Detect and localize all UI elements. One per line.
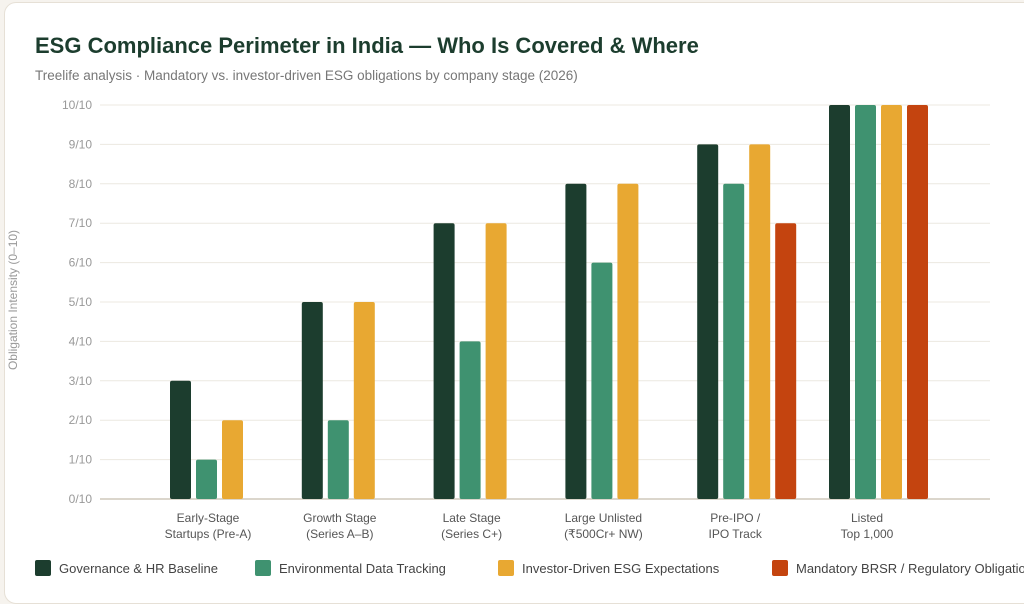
bar [907,105,928,499]
bar [433,223,455,499]
legend-swatch [255,560,271,576]
x-tick-label: Startups (Pre-A) [165,527,252,541]
chart-title: ESG Compliance Perimeter in India — Who … [35,33,699,58]
x-tick-label: IPO Track [709,527,763,541]
x-tick-label: Growth Stage [303,511,377,525]
x-tick-label: (Series C+) [441,527,502,541]
bar [775,223,797,499]
chart-subtitle: Treelife analysis · Mandatory vs. invest… [35,68,578,83]
legend: Governance & HR Baseline Environmental Da… [0,560,1024,580]
x-tick-label: Listed [851,511,883,525]
bar [749,144,771,499]
y-tick-label: 7/10 [69,216,93,230]
y-tick-label: 9/10 [69,137,93,151]
x-tick-label: (Series A–B) [306,527,373,541]
legend-item[interactable]: Governance & HR Baseline [35,560,218,576]
bar [617,183,639,500]
legend-swatch [772,560,788,576]
x-tick-label: Pre-IPO / [710,511,761,525]
legend-label: Investor-Driven ESG Expectations [522,560,720,576]
y-tick-label: 10/10 [62,98,92,112]
y-tick-label: 3/10 [69,374,93,388]
bar [697,144,719,499]
x-tick-label: Late Stage [443,511,501,525]
bar [855,105,876,499]
bar [829,105,850,499]
bar-chart: 0/10 1/10 2/10 3/10 4/10 5/10 6/10 7/10 8/10 9/10… [62,98,990,541]
bar [485,223,507,499]
y-tick-label: 4/10 [69,334,93,348]
y-tick-label: 2/10 [69,413,93,427]
bar [723,183,745,500]
bar [222,420,243,499]
x-tick-label: Early-Stage [177,511,240,525]
x-tick-label: Top 1,000 [841,527,894,541]
legend-swatch [498,560,514,576]
x-tick-label: (₹500Cr+ NW) [564,527,643,541]
legend-swatch [35,560,51,576]
y-tick-label: 0/10 [69,492,93,506]
bar [459,341,481,499]
y-tick-label: 8/10 [69,177,93,191]
bar [327,420,349,499]
y-tick-label: 1/10 [69,453,93,467]
legend-label: Governance & HR Baseline [59,560,218,576]
bar [591,262,613,499]
bar [353,302,375,499]
legend-item[interactable]: Investor-Driven ESG Expectations [498,560,719,576]
bar [881,105,902,499]
bar [196,459,217,499]
legend-label: Mandatory BRSR / Regulatory Obligations [796,560,1024,576]
legend-label: Environmental Data Tracking [279,560,446,576]
bar [170,380,191,499]
legend-item[interactable]: Environmental Data Tracking [255,560,446,576]
chart-card [4,2,1024,604]
y-tick-label: 6/10 [69,256,93,270]
y-tick-label: 5/10 [69,295,93,309]
legend-item[interactable]: Mandatory BRSR / Regulatory Obligations [772,560,1024,576]
x-tick-label: Large Unlisted [565,511,642,525]
bar [301,302,323,499]
bar [565,183,587,500]
